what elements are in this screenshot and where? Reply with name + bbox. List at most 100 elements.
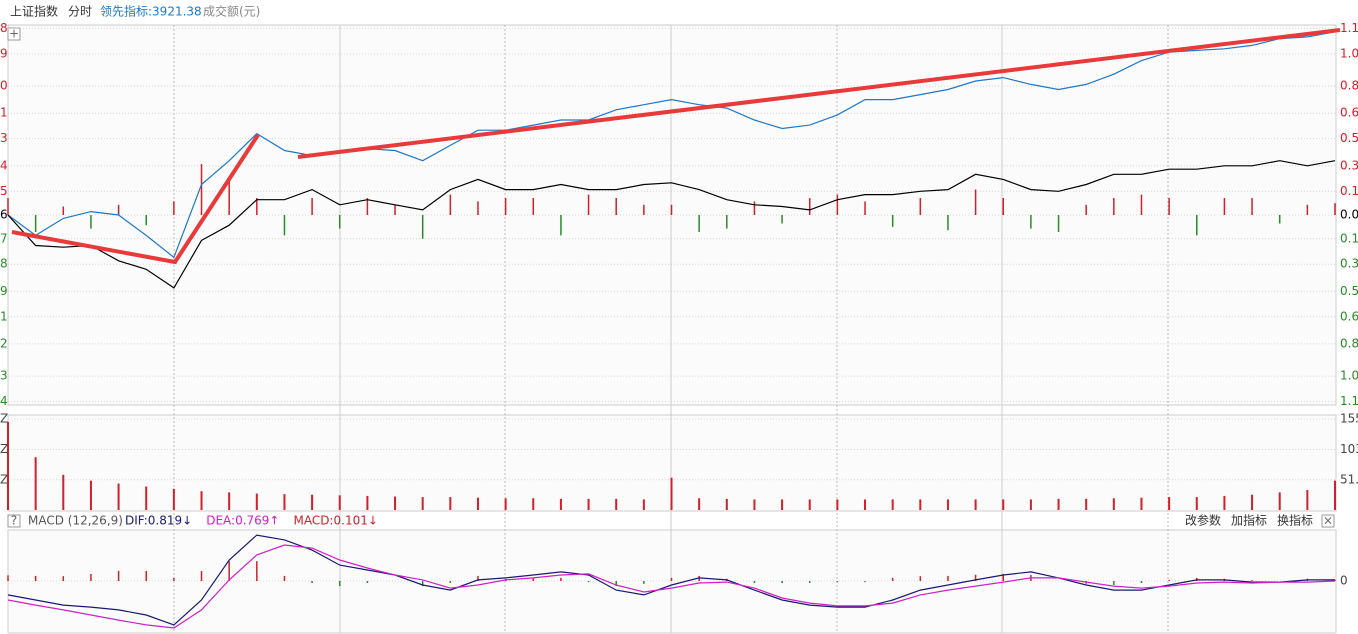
volume-bar xyxy=(642,499,645,510)
menu-button[interactable]: 加指标 xyxy=(1231,513,1267,528)
y-tick-label: 103 xyxy=(1340,442,1358,456)
volume-bar xyxy=(62,474,65,510)
volume-bar xyxy=(449,497,452,510)
volume-bar xyxy=(946,499,949,510)
help-button[interactable] xyxy=(7,514,21,528)
volume-bar xyxy=(1029,499,1032,510)
legend-entry: MACD:0.101↓ xyxy=(293,514,377,528)
volume-bar xyxy=(864,499,867,510)
y-left-label: 5 xyxy=(0,184,8,198)
y-tick-label: 1.1 xyxy=(1340,394,1358,408)
y-tick-label: 1.1 xyxy=(1340,21,1358,35)
volume-bar xyxy=(172,488,175,510)
volume-bar xyxy=(421,497,424,510)
volume-bar xyxy=(1278,492,1281,510)
y-tick-label: 0.5 xyxy=(1340,284,1358,298)
y-tick-label: 0.5 xyxy=(1340,131,1358,145)
volume-bar xyxy=(532,498,535,510)
indicator: 领先指标:3921.38 xyxy=(100,4,202,19)
volume-bar xyxy=(670,477,673,510)
volume-bar xyxy=(919,499,922,510)
y-tick-label: 0.3 xyxy=(1340,257,1358,271)
volume-bar xyxy=(366,495,369,510)
volume-bar xyxy=(725,498,728,510)
y-tick-label: 0.8 xyxy=(1340,79,1358,93)
y-left-label: Z xyxy=(0,412,8,426)
y-tick-label: 51. xyxy=(1340,472,1358,486)
volume-bar xyxy=(1168,497,1171,510)
y-tick-label: 155 xyxy=(1340,412,1358,426)
volume-bar xyxy=(145,486,148,510)
volume-bar xyxy=(753,499,756,510)
title: 上证指数 xyxy=(10,4,58,19)
volume-bar xyxy=(394,496,397,510)
volume-bar xyxy=(1140,497,1143,510)
subtitle: 分时 xyxy=(68,5,92,19)
volume-bar xyxy=(1112,498,1115,510)
y-tick-label: 0.8 xyxy=(1340,336,1358,350)
trend-line xyxy=(297,28,1341,159)
volume-bar xyxy=(891,499,894,510)
y-tick-label: 1.0 xyxy=(1340,46,1358,60)
y-left-label: 3 xyxy=(0,131,8,145)
volume-bar xyxy=(117,483,120,510)
volume-bar xyxy=(1223,495,1226,510)
y-tick-label: 0.3 xyxy=(1340,158,1358,172)
volume-bar xyxy=(1085,498,1088,510)
y-tick-label: 0.6 xyxy=(1340,106,1358,120)
volume-bar xyxy=(1251,494,1254,510)
volume-label: 成交额(元) xyxy=(203,4,260,19)
volume-bar xyxy=(200,491,203,510)
menu-button[interactable]: 换指标 xyxy=(1277,513,1313,528)
expand-icon: + xyxy=(9,27,19,41)
y-left-label: 8 xyxy=(0,21,8,35)
volume-bar xyxy=(504,498,507,510)
volume-bar xyxy=(587,498,590,510)
time-grid xyxy=(173,25,1169,633)
y-tick-label: 0.1 xyxy=(1340,231,1358,245)
plot: 1.1 8 1.0 9 0.8 0 0.6 1 0.5 3 0.3 4 0.1 5 0.0 6 0.1 7 0.3 8… xyxy=(0,21,1358,629)
volume-bar xyxy=(89,480,92,510)
trend-drawings xyxy=(11,28,1341,265)
series-line xyxy=(7,31,1336,259)
y-left-label: 1 xyxy=(0,309,8,323)
volume-bar xyxy=(1002,499,1005,510)
legend-entry: DEA:0.769↑ xyxy=(206,514,279,528)
volume-bar xyxy=(808,499,811,510)
menu-button[interactable]: 改参数 xyxy=(1185,513,1221,528)
series-line xyxy=(7,534,1335,626)
volume-bar xyxy=(559,498,562,510)
y-left-label: 8 xyxy=(0,257,8,271)
y-tick-label: 0.6 xyxy=(1340,309,1358,323)
y-left-label: 9 xyxy=(0,284,8,298)
volume-bar xyxy=(1195,497,1198,510)
y-left-label: 7 xyxy=(0,231,8,245)
volume-bar xyxy=(338,495,341,510)
volume-bar xyxy=(7,421,9,510)
volume-bar xyxy=(34,457,37,510)
volume-bar xyxy=(836,499,839,510)
volume-bar xyxy=(615,498,618,510)
trend-line xyxy=(11,133,260,265)
y-tick-label: 0.1 xyxy=(1340,184,1358,198)
help-icon: ? xyxy=(11,514,17,528)
y-left-label: 0 xyxy=(0,79,8,93)
y-left-label: 6 xyxy=(0,208,8,222)
volume-bar xyxy=(283,494,286,510)
series-line xyxy=(7,544,1336,629)
y-tick-label: 1.0 xyxy=(1340,369,1358,383)
y-left-label: 2 xyxy=(0,336,8,350)
y-left-label: Z xyxy=(0,442,8,456)
legend-entry: DIF:0.819↓ xyxy=(125,514,192,528)
close-button[interactable] xyxy=(1321,514,1335,528)
y-left-label: 4 xyxy=(0,394,8,408)
y-left-label: 3 xyxy=(0,369,8,383)
volume-bar xyxy=(974,499,977,510)
macd-title: MACD (12,26,9) xyxy=(28,514,123,528)
y-tick-label: 0.0 xyxy=(1340,208,1358,222)
y-left-label: 9 xyxy=(0,46,8,60)
y-left-label: 4 xyxy=(0,158,8,172)
volume-bar xyxy=(311,494,314,510)
